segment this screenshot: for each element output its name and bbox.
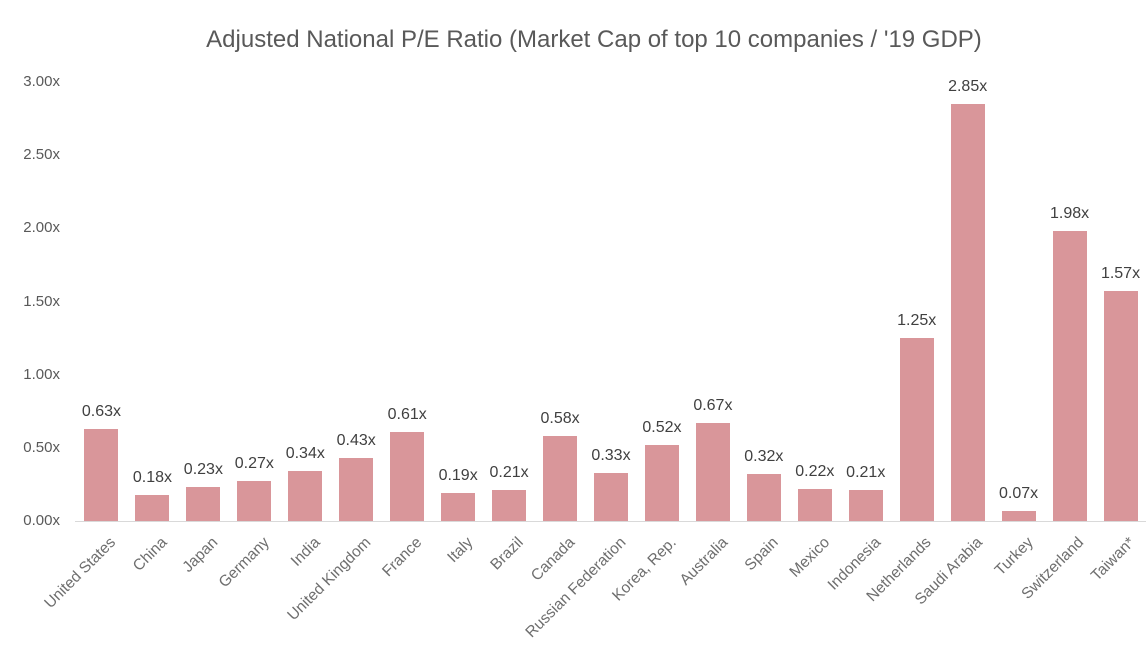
bar <box>339 458 374 521</box>
bar-value-label: 0.27x <box>234 455 274 473</box>
x-axis-category-label: Australia <box>676 534 731 589</box>
bar <box>746 474 781 521</box>
bar-value-label: 0.18x <box>132 468 172 486</box>
x-axis-category-label: Taiwan* <box>1088 534 1139 585</box>
y-axis-tick-label: 1.50x <box>23 292 60 310</box>
y-axis-tick-label: 3.00x <box>23 73 60 90</box>
bar-value-label: 0.52x <box>642 418 682 436</box>
bar <box>84 428 119 521</box>
bar-value-label: 0.07x <box>999 484 1039 502</box>
bar <box>390 431 425 521</box>
bar <box>644 444 679 521</box>
bar-value-label: 0.32x <box>744 448 784 466</box>
bar-value-label: 1.25x <box>897 312 937 330</box>
bar <box>950 103 985 521</box>
x-axis-category-label: Turkey <box>991 534 1037 580</box>
bar-value-label: 0.21x <box>846 464 886 482</box>
y-axis-tick-label: 2.50x <box>23 146 60 164</box>
x-axis-category-label: Spain <box>741 534 782 575</box>
bar <box>492 490 527 521</box>
y-axis-tick-label: 0.00x <box>23 512 60 529</box>
bar-value-label: 0.63x <box>81 402 122 420</box>
bar-value-label: 0.61x <box>387 405 427 423</box>
x-axis-category-label: France <box>379 534 426 581</box>
y-axis-tick-label: 1.00x <box>23 365 60 383</box>
y-axis-tick-label: 2.00x <box>23 219 60 237</box>
bar <box>135 494 170 521</box>
bar <box>1001 510 1036 521</box>
chart-title: Adjusted National P/E Ratio (Market Cap … <box>206 26 982 53</box>
bar <box>594 472 628 521</box>
bar-value-label: 0.33x <box>591 446 631 464</box>
bar-value-label: 2.85x <box>948 77 988 95</box>
bar <box>695 422 730 521</box>
y-axis-tick-label: 0.50x <box>23 438 60 456</box>
bar-value-label: 0.23x <box>183 461 223 479</box>
bar <box>1103 291 1138 521</box>
bar <box>288 471 323 521</box>
bar <box>441 493 476 521</box>
x-axis-category-label: Mexico <box>786 534 833 581</box>
bar <box>1052 231 1087 521</box>
x-axis-category-label: Italy <box>444 534 477 567</box>
bar-value-label: 0.34x <box>285 445 325 463</box>
x-axis-category-label: Canada <box>527 534 579 585</box>
bar <box>237 481 272 521</box>
bar <box>848 490 883 521</box>
x-axis-category-label: China <box>129 534 171 575</box>
x-axis-category-label: Brazil <box>487 534 528 574</box>
bar-value-label: 0.21x <box>489 464 529 482</box>
bar-value-label: 1.98x <box>1049 205 1090 223</box>
bar <box>797 488 832 521</box>
x-axis-line <box>75 521 1146 522</box>
x-axis-category-label: India <box>287 534 324 570</box>
bar <box>899 338 934 521</box>
x-axis-category-label: Japan <box>179 534 222 576</box>
bar-value-label: 0.58x <box>540 410 580 428</box>
bar-value-label: 0.19x <box>438 467 478 485</box>
bar-value-label: 1.57x <box>1100 265 1141 283</box>
x-axis-category-label: United States <box>41 534 120 612</box>
bar <box>186 487 221 521</box>
bar <box>543 436 578 521</box>
bar-value-label: 0.43x <box>336 432 376 450</box>
x-axis-category-label: Germany <box>215 534 273 592</box>
bar-value-label: 0.22x <box>795 462 835 480</box>
bar-value-label: 0.67x <box>693 396 733 414</box>
